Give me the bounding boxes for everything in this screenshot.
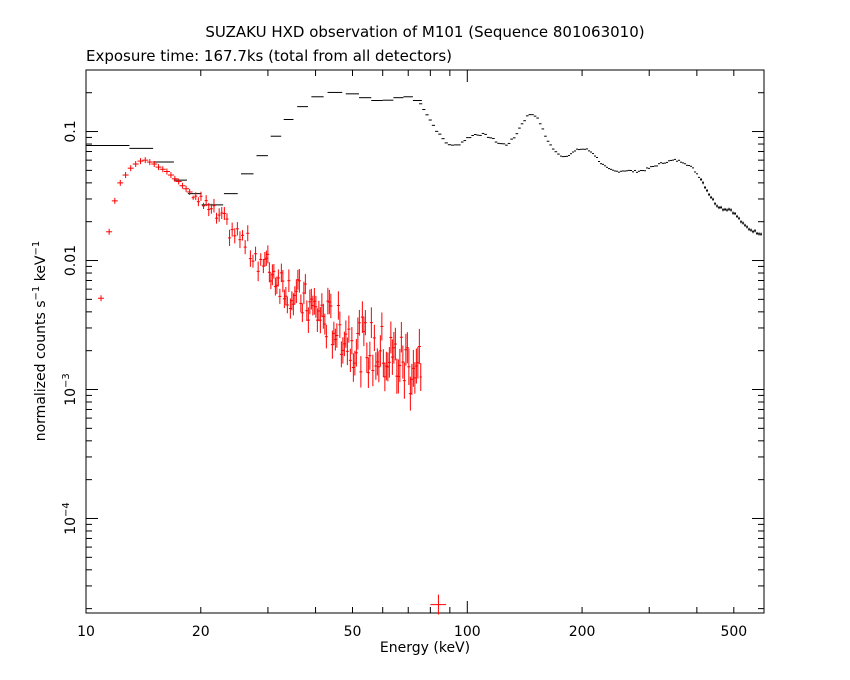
- axis-ticks: [85, 70, 765, 613]
- x-tick-label: 500: [720, 624, 747, 640]
- y-tick-label: 10−4: [61, 502, 79, 535]
- y-tick-base: 10: [63, 517, 79, 535]
- chart-title: SUZAKU HXD observation of M101 (Sequence…: [205, 23, 644, 41]
- y-tick-base: 0.01: [63, 245, 79, 276]
- x-tick-label: 50: [344, 624, 362, 640]
- chart-subtitle: Exposure time: 167.7ks (total from all d…: [86, 47, 452, 65]
- y-axis-label-sup2: −1: [31, 241, 42, 256]
- plot-frame: [85, 69, 765, 614]
- y-tick-base: 0.1: [63, 120, 79, 142]
- y-tick-sup: −4: [61, 502, 72, 517]
- x-tick-label: 200: [569, 624, 596, 640]
- x-tick-label: 20: [192, 624, 210, 640]
- y-tick-label: 0.01: [63, 245, 79, 276]
- x-tick-labels: 10 20 50 100 200 500: [77, 624, 747, 640]
- x-axis-label: Energy (keV): [380, 640, 470, 656]
- y-axis-label: normalized counts s−1 keV−1: [31, 241, 49, 442]
- y-tick-sup: −3: [61, 373, 72, 388]
- y-axis-label-sup1: −1: [31, 286, 42, 301]
- x-tick-label: 100: [454, 624, 481, 640]
- y-tick-base: 10: [63, 388, 79, 406]
- y-tick-label: 10−3: [61, 373, 79, 406]
- y-axis-label-main: normalized counts s: [33, 300, 49, 441]
- series-red: [98, 157, 447, 615]
- x-tick-label: 10: [77, 624, 95, 640]
- y-tick-label: 0.1: [63, 120, 79, 142]
- series-black: [86, 91, 763, 236]
- y-axis-label-mid: keV: [33, 255, 49, 286]
